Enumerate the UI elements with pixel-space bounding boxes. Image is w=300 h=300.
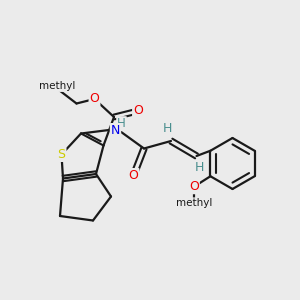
Text: O: O bbox=[129, 169, 138, 182]
Text: O: O bbox=[133, 104, 143, 118]
Text: methyl: methyl bbox=[39, 81, 75, 91]
Text: S: S bbox=[58, 148, 65, 161]
Text: H: H bbox=[195, 161, 204, 174]
Text: methyl: methyl bbox=[176, 198, 212, 208]
Text: H: H bbox=[117, 117, 126, 130]
Text: H: H bbox=[163, 122, 172, 136]
Text: O: O bbox=[189, 180, 199, 193]
Text: N: N bbox=[111, 124, 120, 137]
Text: O: O bbox=[90, 92, 99, 106]
